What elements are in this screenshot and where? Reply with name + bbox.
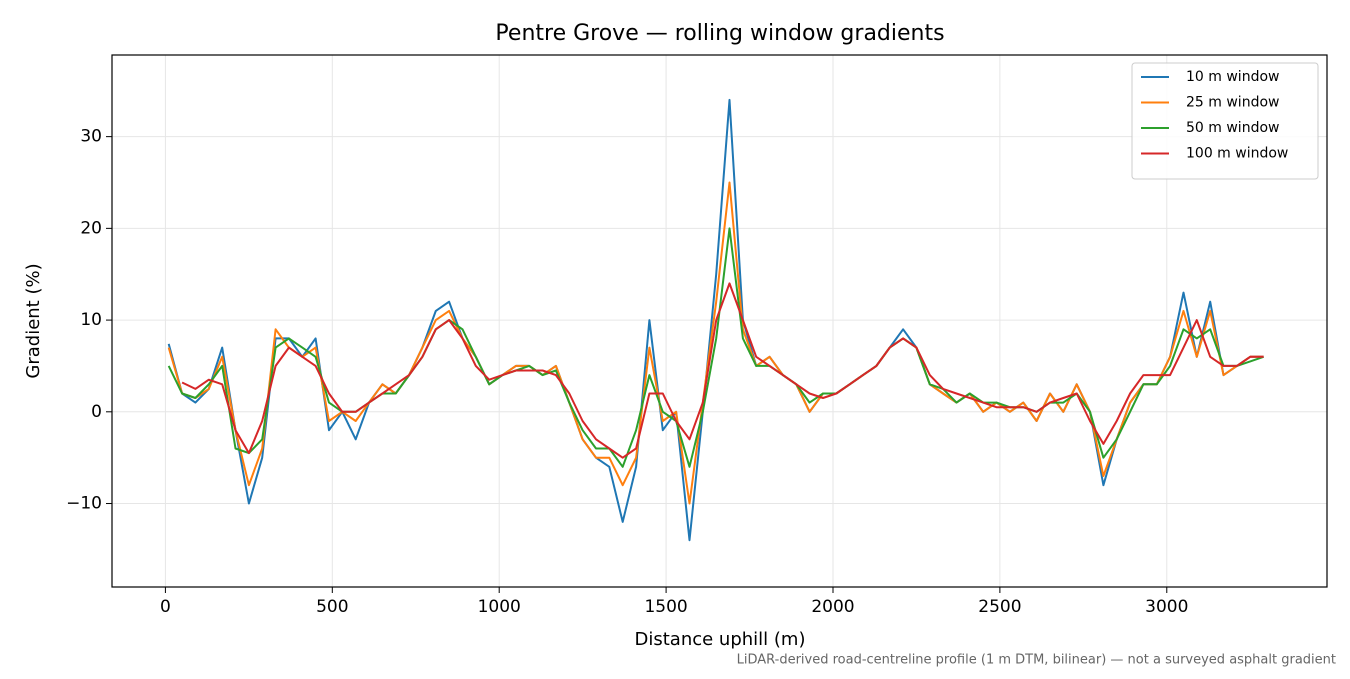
- y-tick-label: 0: [91, 402, 102, 422]
- footnote: LiDAR-derived road-centreline profile (1…: [737, 653, 1336, 668]
- series-line: [167, 181, 1264, 505]
- y-tick-label: 20: [80, 218, 102, 238]
- x-tick-label: 2500: [978, 597, 1021, 617]
- y-axis-label: Gradient (%): [23, 263, 44, 378]
- legend-label: 25 m window: [1186, 95, 1279, 111]
- x-tick-label: 1000: [478, 597, 521, 617]
- y-tick-label: −10: [66, 494, 102, 514]
- x-tick-label: 3000: [1145, 597, 1188, 617]
- legend-label: 50 m window: [1186, 120, 1279, 136]
- x-axis-label: Distance uphill (m): [635, 629, 806, 650]
- x-tick-label: 500: [316, 597, 348, 617]
- series-line: [181, 282, 1264, 459]
- y-tick-label: 30: [80, 127, 102, 147]
- plot-frame: [111, 54, 1328, 588]
- legend-label: 10 m window: [1186, 69, 1279, 85]
- legend-box: [1131, 62, 1319, 180]
- legend-label: 100 m window: [1186, 146, 1288, 162]
- x-tick-label: 0: [160, 597, 171, 617]
- chart-title: Pentre Grove — rolling window gradients: [495, 21, 944, 46]
- x-tick-label: 1500: [644, 597, 687, 617]
- x-tick-label: 2000: [811, 597, 854, 617]
- y-tick-label: 10: [80, 310, 102, 330]
